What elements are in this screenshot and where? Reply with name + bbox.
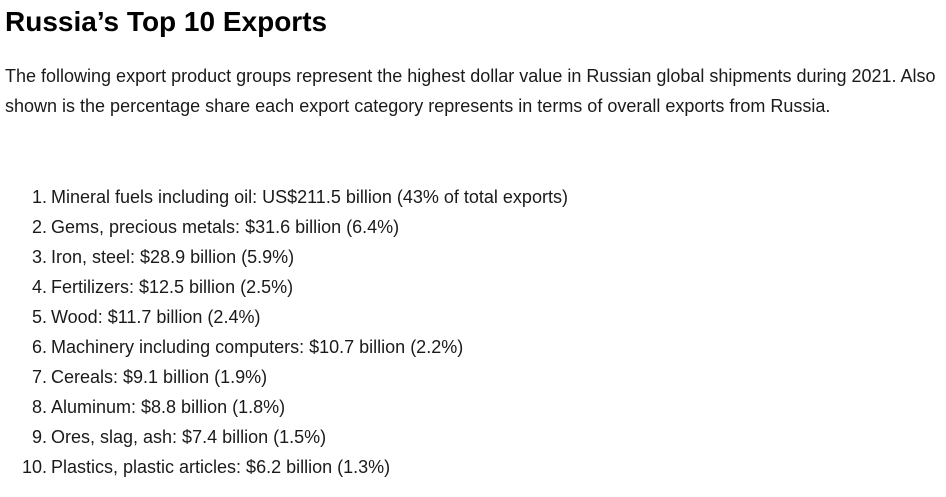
- list-item-number: 3.: [31, 247, 47, 267]
- list-item-text: Fertilizers: $12.5 billion (2.5%): [51, 277, 294, 297]
- list-item-text: Cereals: $9.1 billion (1.9%): [51, 367, 268, 387]
- list-item-number: 4.: [31, 277, 47, 297]
- list-item: 8. Aluminum: $8.8 billion (1.8%): [0, 392, 568, 422]
- list-item-number: 5.: [31, 307, 47, 327]
- list-item-text: Plastics, plastic articles: $6.2 billion…: [51, 457, 391, 477]
- exports-list: 1. Mineral fuels including oil: US$211.5 …: [0, 182, 568, 482]
- list-item: 4. Fertilizers: $12.5 billion (2.5%): [0, 272, 568, 302]
- list-item-text: Mineral fuels including oil: US$211.5 bi…: [51, 187, 568, 207]
- list-item-number: 10.: [21, 457, 47, 477]
- list-item: 3. Iron, steel: $28.9 billion (5.9%): [0, 242, 568, 272]
- list-item: 6. Machinery including computers: $10.7 b…: [0, 332, 568, 362]
- list-item-number: 8.: [31, 397, 47, 417]
- list-item: 1. Mineral fuels including oil: US$211.5 …: [0, 182, 568, 212]
- list-item-number: 1.: [31, 187, 47, 207]
- list-item-number: 9.: [31, 427, 47, 447]
- list-item: 9. Ores, slag, ash: $7.4 billion (1.5%): [0, 422, 568, 452]
- page-title: Russia’s Top 10 Exports: [5, 6, 328, 37]
- list-item: 2. Gems, precious metals: $31.6 billion (…: [0, 212, 568, 242]
- list-item-text: Aluminum: $8.8 billion (1.8%): [51, 397, 286, 417]
- intro-paragraph: The following export product groups repr…: [5, 66, 936, 116]
- list-item: 7. Cereals: $9.1 billion (1.9%): [0, 362, 568, 392]
- list-item-number: 2.: [31, 217, 47, 237]
- list-item-text: Ores, slag, ash: $7.4 billion (1.5%): [51, 427, 327, 447]
- list-item-text: Iron, steel: $28.9 billion (5.9%): [51, 247, 295, 267]
- list-item-text: Machinery including computers: $10.7 bil…: [51, 337, 464, 357]
- list-item-number: 7.: [31, 367, 47, 387]
- list-item: 5. Wood: $11.7 billion (2.4%): [0, 302, 568, 332]
- list-item: 10. Plastics, plastic articles: $6.2 bill…: [0, 452, 568, 482]
- list-item-number: 6.: [31, 337, 47, 357]
- list-item-text: Gems, precious metals: $31.6 billion (6.…: [51, 217, 400, 237]
- list-item-text: Wood: $11.7 billion (2.4%): [51, 307, 261, 327]
